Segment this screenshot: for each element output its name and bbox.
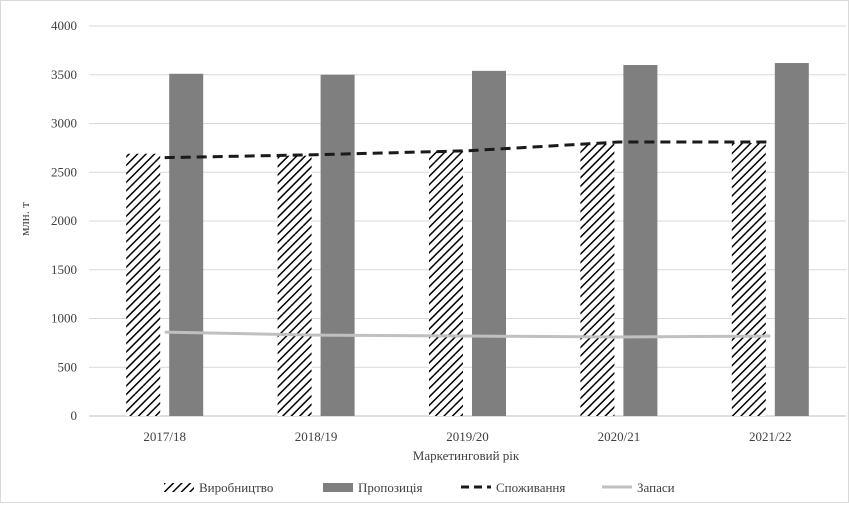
y-tick-label: 2500 bbox=[51, 164, 77, 179]
gridlines bbox=[89, 25, 846, 417]
y-tick-label: 3500 bbox=[51, 67, 77, 82]
y-tick-label: 1000 bbox=[51, 311, 77, 326]
line-Споживання bbox=[164, 140, 771, 160]
bar-Пропозиція bbox=[774, 63, 809, 417]
y-axis-title: млн. т bbox=[17, 202, 32, 236]
bar-Пропозиція bbox=[472, 70, 506, 416]
bars bbox=[126, 63, 809, 417]
x-tick-label: 2017/18 bbox=[143, 429, 186, 444]
line-Запаси bbox=[164, 330, 771, 339]
legend-swatch bbox=[323, 483, 353, 492]
bar-Виробництво bbox=[731, 143, 766, 416]
bar-Виробництво bbox=[429, 150, 463, 417]
x-tick-label: 2020/21 bbox=[598, 429, 641, 444]
y-tick-label: 4000 bbox=[51, 18, 77, 33]
y-tick-label: 3000 bbox=[51, 116, 77, 131]
y-tick-label: 1500 bbox=[51, 262, 77, 277]
legend-label: Пропозиція bbox=[358, 480, 423, 495]
legend-label: Виробництво bbox=[199, 480, 273, 495]
x-axis-title: Маркетинговий рік bbox=[413, 448, 520, 463]
legend-swatch bbox=[164, 483, 194, 492]
y-tick-label: 2000 bbox=[51, 213, 77, 228]
bar-Виробництво bbox=[580, 143, 615, 416]
legend: Виробництво Пропозиція Споживання Запаси bbox=[164, 480, 675, 495]
bar-Виробництво bbox=[277, 155, 312, 417]
x-tick-label: 2019/20 bbox=[446, 429, 489, 444]
legend-label: Запаси bbox=[637, 480, 675, 495]
bar-Пропозиція bbox=[169, 73, 204, 417]
x-tick-label: 2018/19 bbox=[295, 429, 338, 444]
x-axis-ticks: 2017/18 2018/19 2019/20 2020/21 2021/22 bbox=[143, 429, 791, 444]
bar-Пропозиція bbox=[320, 74, 355, 416]
lines bbox=[164, 140, 771, 339]
bar-Пропозиція bbox=[623, 65, 658, 416]
y-tick-label: 500 bbox=[58, 359, 78, 374]
y-tick-label: 0 bbox=[71, 408, 78, 423]
x-tick-label: 2021/22 bbox=[749, 429, 792, 444]
legend-label: Споживання bbox=[496, 480, 565, 495]
y-axis-ticks: 0 500 1000 1500 2000 2500 3000 3500 4000 bbox=[51, 18, 77, 423]
bar-Виробництво bbox=[126, 153, 161, 416]
